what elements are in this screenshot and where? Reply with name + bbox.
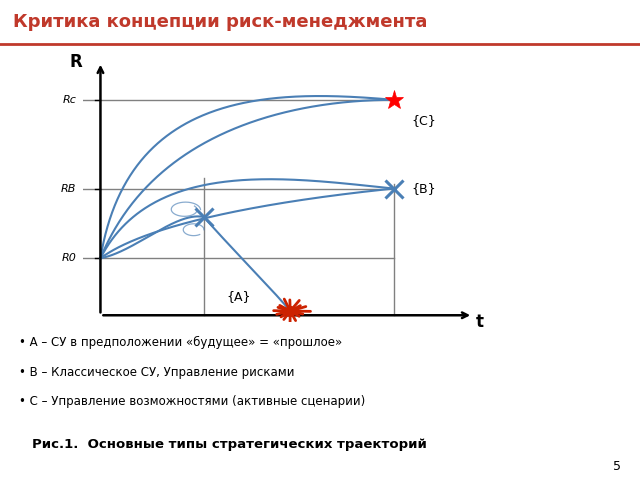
- Text: Критика концепции риск-менеджмента: Критика концепции риск-менеджмента: [13, 13, 427, 32]
- Text: R0: R0: [61, 253, 76, 263]
- Text: {A}: {A}: [226, 290, 251, 303]
- Text: {C}: {C}: [411, 114, 436, 128]
- Text: Rc: Rc: [63, 95, 76, 105]
- Text: • В – Классическое СУ, Управление рисками: • В – Классическое СУ, Управление рискам…: [19, 366, 294, 379]
- Text: • А – СУ в предположении «будущее» = «прошлое»: • А – СУ в предположении «будущее» = «пр…: [19, 336, 342, 349]
- Text: • С – Управление возможностями (активные сценарии): • С – Управление возможностями (активные…: [19, 395, 365, 408]
- Text: {B}: {B}: [411, 182, 436, 195]
- Text: Рис.1.  Основные типы стратегических траекторий: Рис.1. Основные типы стратегических трае…: [32, 438, 427, 451]
- Text: R: R: [70, 53, 83, 71]
- Text: RB: RB: [61, 183, 76, 193]
- Text: 5: 5: [613, 460, 621, 473]
- Text: t: t: [476, 312, 484, 331]
